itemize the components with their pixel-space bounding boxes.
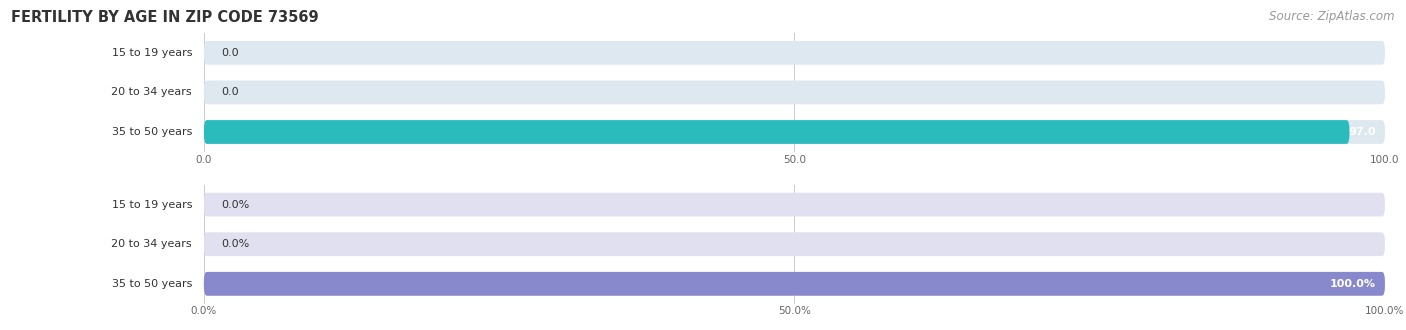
FancyBboxPatch shape bbox=[204, 272, 1385, 296]
Text: 15 to 19 years: 15 to 19 years bbox=[111, 200, 193, 210]
Text: 20 to 34 years: 20 to 34 years bbox=[111, 239, 193, 249]
Text: 97.0: 97.0 bbox=[1348, 127, 1375, 137]
FancyBboxPatch shape bbox=[204, 193, 1385, 216]
Text: 0.0: 0.0 bbox=[222, 87, 239, 97]
Text: 20 to 34 years: 20 to 34 years bbox=[111, 87, 193, 97]
Text: 0.0: 0.0 bbox=[222, 48, 239, 58]
Text: 35 to 50 years: 35 to 50 years bbox=[111, 279, 193, 289]
Text: 35 to 50 years: 35 to 50 years bbox=[111, 127, 193, 137]
Text: 15 to 19 years: 15 to 19 years bbox=[111, 48, 193, 58]
FancyBboxPatch shape bbox=[204, 232, 1385, 256]
Text: 0.0%: 0.0% bbox=[222, 239, 250, 249]
Text: 100.0%: 100.0% bbox=[1330, 279, 1375, 289]
FancyBboxPatch shape bbox=[204, 41, 1385, 65]
Text: Source: ZipAtlas.com: Source: ZipAtlas.com bbox=[1270, 10, 1395, 23]
Text: FERTILITY BY AGE IN ZIP CODE 73569: FERTILITY BY AGE IN ZIP CODE 73569 bbox=[11, 10, 319, 25]
Text: 0.0%: 0.0% bbox=[222, 200, 250, 210]
FancyBboxPatch shape bbox=[204, 120, 1350, 144]
FancyBboxPatch shape bbox=[204, 81, 1385, 104]
FancyBboxPatch shape bbox=[204, 120, 1385, 144]
FancyBboxPatch shape bbox=[204, 272, 1385, 296]
